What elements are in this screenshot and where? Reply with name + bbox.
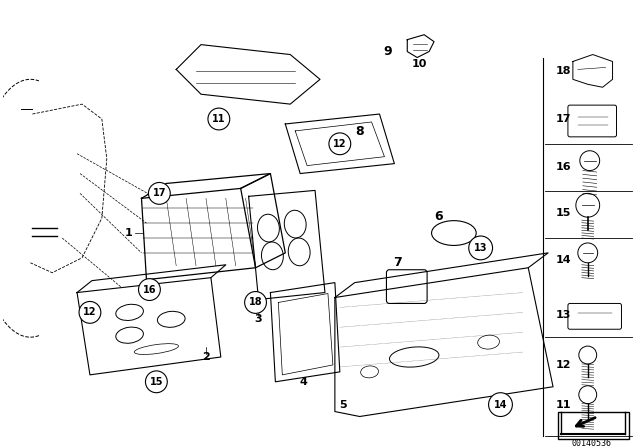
- Circle shape: [329, 133, 351, 155]
- Text: 3: 3: [255, 314, 262, 324]
- Text: 2: 2: [202, 352, 210, 362]
- Text: 11: 11: [212, 114, 225, 124]
- Text: 12: 12: [556, 360, 572, 370]
- Text: 14: 14: [556, 255, 572, 265]
- Text: 6: 6: [435, 210, 444, 223]
- Text: 14: 14: [493, 400, 508, 409]
- Text: 18: 18: [556, 66, 572, 77]
- Text: 17: 17: [152, 188, 166, 198]
- Text: 12: 12: [333, 139, 347, 149]
- Text: 15: 15: [556, 208, 572, 218]
- Text: 1: 1: [125, 228, 132, 238]
- Text: 9: 9: [383, 45, 392, 58]
- Text: 15: 15: [150, 377, 163, 387]
- Text: 00140536: 00140536: [572, 439, 612, 448]
- Text: 10: 10: [412, 60, 427, 69]
- Text: 11: 11: [556, 400, 572, 409]
- Circle shape: [488, 393, 513, 417]
- Text: 17: 17: [556, 114, 572, 124]
- Text: 12: 12: [83, 307, 97, 317]
- Text: 7: 7: [393, 256, 402, 269]
- Text: 18: 18: [249, 297, 262, 307]
- Circle shape: [208, 108, 230, 130]
- Text: 16: 16: [556, 162, 572, 172]
- Circle shape: [148, 182, 170, 204]
- Circle shape: [244, 292, 266, 313]
- FancyBboxPatch shape: [558, 412, 629, 439]
- Text: 4: 4: [300, 377, 307, 387]
- Circle shape: [145, 371, 167, 393]
- Text: 8: 8: [355, 125, 364, 138]
- Circle shape: [138, 279, 161, 301]
- Circle shape: [79, 302, 101, 323]
- Text: 5: 5: [339, 400, 347, 409]
- Text: 13: 13: [474, 243, 488, 253]
- Text: 13: 13: [556, 310, 572, 320]
- Text: 16: 16: [143, 284, 156, 295]
- Circle shape: [468, 236, 493, 260]
